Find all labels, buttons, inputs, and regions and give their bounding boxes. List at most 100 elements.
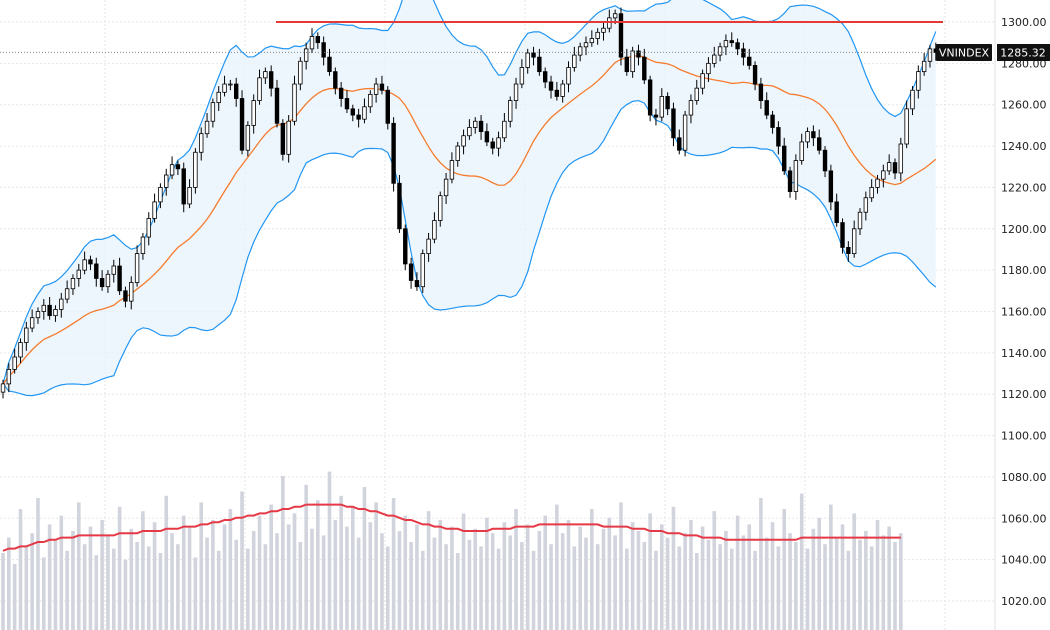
volume-bar	[601, 528, 606, 630]
candle-up	[449, 160, 455, 180]
price-axis[interactable]: 1020.00 1040.00 1060.00 1080.00 1100.00 1120.…	[1001, 16, 1047, 608]
price-tick-label: 1080.00	[1001, 471, 1047, 484]
volume-bar	[36, 498, 40, 630]
volume-bar	[770, 522, 775, 630]
volume-bar	[71, 531, 75, 630]
volume-bar	[514, 509, 518, 630]
volume-bar	[689, 520, 693, 630]
candle-up	[210, 102, 216, 122]
candle-down	[758, 83, 764, 101]
candle-up	[245, 124, 251, 151]
volume-bar	[222, 524, 227, 630]
candle-up	[373, 83, 379, 95]
volume-bar	[630, 522, 635, 630]
candle-down	[338, 87, 344, 99]
candle-down	[653, 114, 659, 118]
volume-bar	[170, 533, 174, 630]
volume-bar	[76, 502, 81, 630]
volume-bar	[65, 550, 69, 630]
candle-down	[391, 122, 396, 184]
candle-up	[577, 46, 583, 56]
candle-down	[385, 89, 390, 124]
candle-up	[292, 83, 297, 122]
candle-down	[88, 259, 93, 265]
price-tick-label: 1160.00	[1001, 306, 1047, 319]
volume-bar	[747, 524, 752, 630]
volume-bar	[351, 506, 355, 630]
volume-bar	[216, 550, 221, 630]
candle-up	[0, 383, 6, 393]
volume-bar	[356, 537, 361, 630]
candle-down	[822, 149, 828, 172]
candle-down	[776, 127, 781, 147]
volume-bar	[490, 533, 495, 630]
volume-bar	[211, 520, 215, 630]
candle-up	[298, 60, 303, 85]
candle-down	[747, 56, 752, 66]
volume-bar	[403, 515, 408, 630]
candle-up	[601, 27, 606, 33]
candle-up	[199, 133, 204, 153]
candle-up	[18, 342, 23, 358]
volume-bar	[840, 524, 845, 630]
candle-down	[846, 246, 851, 254]
candle-down	[752, 65, 758, 85]
candle-up	[134, 253, 140, 283]
volume-bar	[385, 546, 390, 630]
candle-up	[129, 282, 134, 302]
candle-up	[152, 201, 157, 219]
candle-down	[408, 263, 414, 281]
volume-bar	[549, 544, 553, 630]
volume-bar	[199, 502, 204, 630]
volume-bar	[292, 513, 297, 630]
candle-down	[665, 96, 670, 110]
volume-bar	[794, 542, 798, 630]
price-tick-label: 1300.00	[1001, 16, 1047, 29]
candle-up	[29, 317, 35, 329]
volume-bar	[729, 548, 734, 630]
candle-up	[712, 54, 717, 64]
candle-up	[146, 218, 151, 238]
volume-bar	[117, 506, 122, 630]
candle-up	[473, 120, 478, 128]
volume-bar	[823, 544, 827, 630]
volume-bar	[82, 544, 87, 630]
candle-up	[910, 89, 915, 110]
candle-up	[875, 178, 880, 188]
volume-bar	[257, 515, 262, 630]
candle-up	[6, 368, 12, 385]
volume-bar	[123, 559, 128, 630]
volume-bar	[444, 544, 448, 630]
candle-up	[12, 356, 17, 370]
price-tick-label: 1260.00	[1001, 99, 1047, 112]
volume-bar	[1, 553, 5, 630]
candle-down	[123, 290, 128, 302]
volume-bar	[485, 517, 489, 630]
volume-bar	[531, 550, 536, 630]
price-tick-label: 1100.00	[1001, 430, 1047, 443]
candle-down	[233, 83, 239, 99]
volume-bar	[595, 544, 600, 630]
volume-bar	[502, 522, 507, 630]
candle-up	[64, 288, 70, 300]
volume-bar	[275, 533, 279, 630]
volume-bar	[246, 548, 250, 630]
candle-down	[414, 280, 420, 288]
candle-up	[595, 31, 600, 39]
volume-bar	[479, 546, 483, 630]
sma-line	[2, 55, 937, 385]
volume-bar	[560, 533, 565, 630]
volume-bar	[281, 476, 285, 630]
candle-up	[688, 100, 694, 116]
volume-bar	[368, 522, 373, 630]
volume-bar	[590, 509, 594, 630]
volume-bar	[146, 546, 151, 630]
volume-bar	[181, 515, 186, 630]
volume-bar	[339, 495, 343, 630]
volume-bar	[24, 546, 29, 630]
volume-bar	[607, 517, 612, 630]
candle-up	[496, 137, 501, 149]
candle-down	[828, 170, 834, 203]
candle-up	[461, 135, 466, 147]
